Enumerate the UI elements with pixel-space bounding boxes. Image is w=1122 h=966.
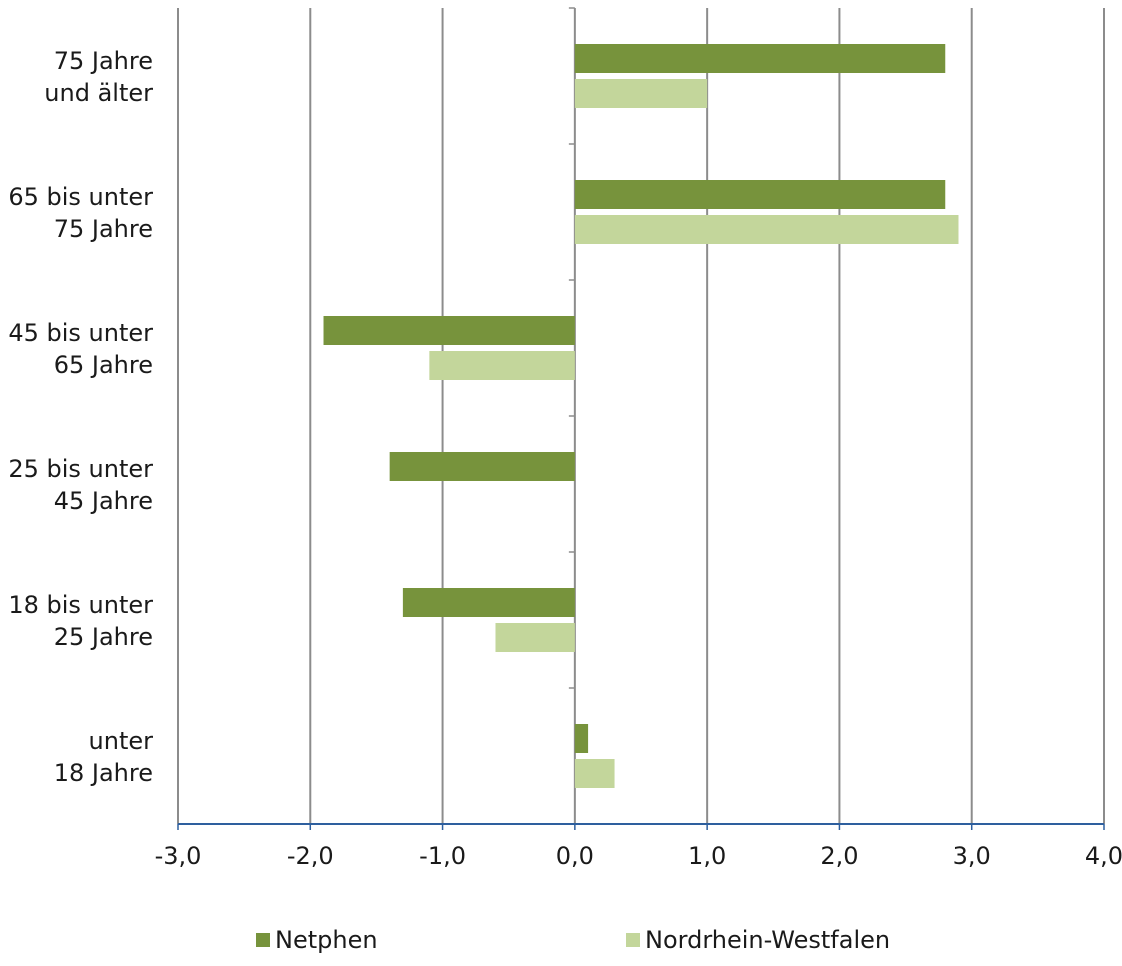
category-label: 75 Jahre xyxy=(54,47,153,75)
legend-label-netphen: Netphen xyxy=(275,926,378,954)
category-label: 45 bis unter xyxy=(8,319,153,347)
legend-item-netphen: Netphen xyxy=(256,924,378,956)
category-axis-ticks xyxy=(568,7,576,825)
x-tick-label: 3,0 xyxy=(953,842,991,870)
category-label: 25 Jahre xyxy=(54,623,153,651)
gridlines xyxy=(177,8,1105,824)
x-tick-label: -1,0 xyxy=(419,842,466,870)
category-label: 45 Jahre xyxy=(54,487,153,515)
x-tick-label: 0,0 xyxy=(556,842,594,870)
bar-netphen xyxy=(574,44,946,73)
bars xyxy=(323,44,959,788)
x-tick-label: -2,0 xyxy=(287,842,334,870)
bar-netphen xyxy=(402,588,575,617)
bar-netphen xyxy=(323,316,575,345)
category-label: und älter xyxy=(44,79,153,107)
bar-nrw xyxy=(574,759,615,788)
x-tick-label: 1,0 xyxy=(688,842,726,870)
category-label: unter xyxy=(89,727,154,755)
x-tick-label: 4,0 xyxy=(1085,842,1122,870)
category-label: 18 Jahre xyxy=(54,759,153,787)
x-tick-label: -3,0 xyxy=(155,842,202,870)
category-label: 25 bis unter xyxy=(8,455,153,483)
legend-swatch-nrw xyxy=(626,933,640,947)
bar-nrw xyxy=(574,215,959,244)
x-axis: -3,0 -2,0 -1,0 0,0 1,0 2,0 3,0 4,0 xyxy=(155,823,1122,870)
x-tick-label: 2,0 xyxy=(820,842,858,870)
bar-nrw xyxy=(429,351,575,380)
category-label: 75 Jahre xyxy=(54,215,153,243)
category-label: 65 Jahre xyxy=(54,351,153,379)
bar-netphen xyxy=(574,180,946,209)
bar-nrw xyxy=(574,79,708,108)
legend-swatch-netphen xyxy=(256,933,270,947)
legend: Netphen Nordrhein-Westfalen xyxy=(0,924,1122,956)
bar-nrw xyxy=(495,623,575,652)
legend-label-nrw: Nordrhein-Westfalen xyxy=(645,926,891,954)
bar-netphen xyxy=(389,452,575,481)
legend-item-nrw: Nordrhein-Westfalen xyxy=(626,924,890,956)
category-label: 65 bis unter xyxy=(8,183,153,211)
category-label: 18 bis unter xyxy=(8,591,153,619)
bar-netphen xyxy=(574,724,589,753)
category-labels: 75 Jahre und älter 65 bis unter 75 Jahre 45 … xyxy=(8,47,153,787)
